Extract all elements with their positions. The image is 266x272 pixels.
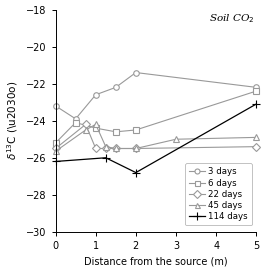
45 days [134, 147, 138, 150]
114 days [134, 171, 138, 174]
45 days [255, 136, 258, 139]
22 days [104, 147, 107, 150]
3 days [114, 86, 117, 89]
45 days [114, 147, 117, 150]
22 days [255, 145, 258, 148]
114 days [104, 156, 107, 159]
22 days [54, 147, 57, 150]
3 days [74, 117, 77, 120]
22 days [84, 123, 87, 126]
6 days [255, 89, 258, 93]
Line: 6 days: 6 days [53, 88, 259, 146]
Line: 45 days: 45 days [53, 122, 259, 154]
6 days [114, 130, 117, 134]
114 days [54, 160, 57, 163]
3 days [94, 93, 97, 96]
22 days [134, 147, 138, 150]
6 days [134, 128, 138, 132]
3 days [54, 104, 57, 107]
X-axis label: Distance from the source (m): Distance from the source (m) [84, 256, 228, 267]
3 days [134, 71, 138, 74]
45 days [84, 128, 87, 132]
45 days [54, 150, 57, 153]
114 days [255, 102, 258, 106]
Text: Soil CO$_2$: Soil CO$_2$ [209, 12, 254, 24]
Y-axis label: $\delta^{13}$C (\u2030o): $\delta^{13}$C (\u2030o) [6, 81, 20, 160]
45 days [174, 138, 178, 141]
22 days [94, 147, 97, 150]
6 days [94, 126, 97, 130]
Legend: 3 days, 6 days, 22 days, 45 days, 114 days: 3 days, 6 days, 22 days, 45 days, 114 da… [185, 163, 252, 225]
Line: 22 days: 22 days [53, 122, 259, 151]
3 days [255, 86, 258, 89]
Line: 3 days: 3 days [53, 70, 259, 122]
Line: 114 days: 114 days [51, 100, 260, 177]
6 days [54, 141, 57, 145]
45 days [94, 123, 97, 126]
45 days [104, 145, 107, 148]
22 days [114, 147, 117, 150]
6 days [74, 121, 77, 124]
